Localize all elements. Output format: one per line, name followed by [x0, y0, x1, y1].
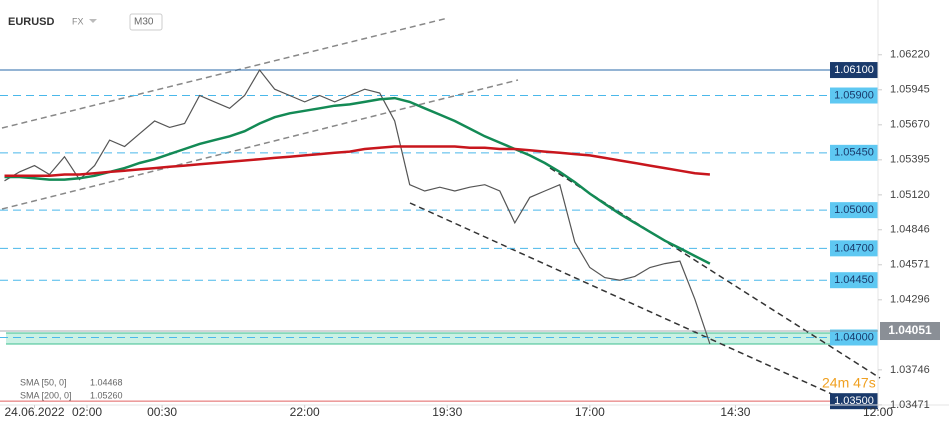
x-tick-label: 19:30 — [432, 405, 462, 419]
price-line — [4, 68, 711, 345]
x-tick-label: 02:00 — [72, 405, 102, 419]
level-label-box — [830, 272, 878, 289]
level-label-box — [830, 144, 878, 161]
channel-line — [1, 17, 449, 129]
legend-entry: SMA [50, 0] — [20, 377, 67, 387]
current-price-box — [880, 322, 940, 341]
level-label-box — [830, 62, 878, 79]
level-label: 1.05450 — [834, 147, 874, 159]
level-label-box — [830, 240, 878, 257]
x-tick-label: 22:00 — [290, 405, 320, 419]
level-label-box — [830, 202, 878, 219]
y-tick-label: 1.05395 — [890, 154, 930, 166]
level-label: 1.05900 — [834, 89, 874, 101]
y-tick-label: 1.05120 — [890, 189, 930, 201]
y-tick-label: 1.06220 — [890, 49, 930, 61]
x-tick-label: 12:00 — [863, 405, 893, 419]
interval-box[interactable] — [129, 13, 163, 31]
interval[interactable]: M30 — [134, 17, 154, 28]
level-label: 1.04700 — [834, 242, 874, 254]
legend-value: 1.05260 — [90, 390, 123, 400]
dropdown-icon[interactable] — [89, 19, 97, 23]
timer: 24m 47s — [822, 375, 876, 391]
sma-line — [4, 145, 711, 178]
market: FX — [72, 16, 84, 26]
y-tick-label: 1.05670 — [890, 119, 930, 131]
level-label: 1.04450 — [834, 274, 874, 286]
x-tick-label: 14:30 — [720, 405, 750, 419]
y-tick-label: 1.04296 — [890, 294, 930, 306]
level-label-box — [830, 329, 878, 346]
legend: SMA [50, 0] 1.04468 SMA [200, 0] 1.05260 — [20, 377, 123, 400]
x-tick-label: 00:30 — [147, 405, 177, 419]
x-tick-label: 17:00 — [575, 405, 605, 419]
y-tick-label: 1.04571 — [890, 259, 930, 271]
level-label: 1.04000 — [834, 331, 874, 343]
level-label: 1.03500 — [834, 395, 874, 407]
legend-entry: SMA [200, 0] — [20, 390, 72, 400]
level-label: 1.06100 — [834, 64, 874, 76]
x-tick-label: 24.06.2022 — [4, 405, 64, 419]
y-tick-label: 1.03471 — [890, 399, 930, 411]
symbol: EURUSD — [8, 16, 55, 28]
legend-value: 1.04468 — [90, 377, 123, 387]
channel-line — [1, 79, 519, 210]
y-tick-label: 1.05945 — [890, 84, 930, 96]
sma-line — [4, 96, 711, 265]
level-label: 1.05000 — [834, 204, 874, 216]
level-label-box — [830, 87, 878, 104]
y-tick-label: 1.04846 — [890, 224, 930, 236]
y-tick-label: 1.03746 — [890, 364, 930, 376]
current-price-label: 1.04051 — [888, 323, 932, 337]
support-zone — [6, 333, 878, 344]
